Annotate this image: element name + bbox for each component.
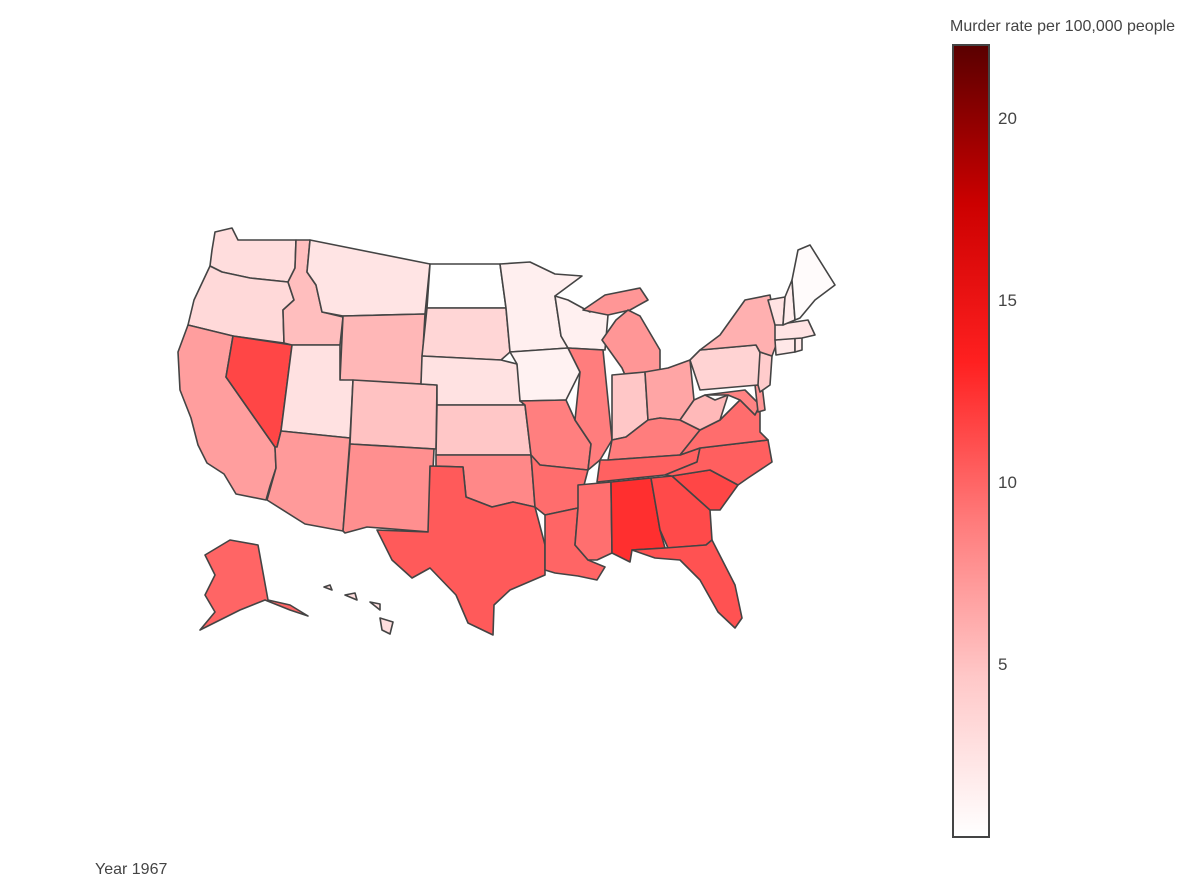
state-ia[interactable] [509,347,581,402]
colorbar-tick-10: 10 [998,472,1017,492]
state-md[interactable] [704,389,761,416]
colorbar-tick-20: 20 [998,108,1017,128]
us-choropleth-map [177,227,836,636]
colorbar-tick-5: 5 [998,654,1008,674]
state-az[interactable] [266,430,351,532]
state-nj[interactable] [757,351,773,393]
state-fl[interactable] [631,539,743,629]
state-ny[interactable] [699,294,779,357]
state-wv[interactable] [679,394,729,431]
state-ne[interactable] [420,355,524,406]
state-wy[interactable] [339,313,426,385]
state-mt[interactable] [306,239,431,317]
state-tx[interactable] [376,465,546,636]
state-ri[interactable] [794,337,803,353]
state-hi[interactable] [323,584,394,635]
state-pa[interactable] [689,344,765,391]
colorbar: Murder rate per 100,000 people 20 15 10 5 [940,0,1202,882]
state-co[interactable] [349,379,438,450]
state-ak[interactable] [199,539,309,631]
colorbar-gradient [952,44,990,838]
state-nd[interactable] [426,263,507,309]
colorbar-title: Murder rate per 100,000 people [950,18,1176,35]
year-label: Year 1967 [95,861,168,878]
state-sd[interactable] [421,307,511,361]
us-map-svg [177,227,836,636]
state-mi[interactable] [582,287,661,376]
colorbar-tick-15: 15 [998,290,1017,310]
state-nc[interactable] [664,439,773,486]
state-me[interactable] [791,244,836,321]
state-nm[interactable] [342,443,435,534]
state-il[interactable] [567,347,613,471]
state-ks[interactable] [435,404,532,456]
state-ms[interactable] [574,481,613,561]
